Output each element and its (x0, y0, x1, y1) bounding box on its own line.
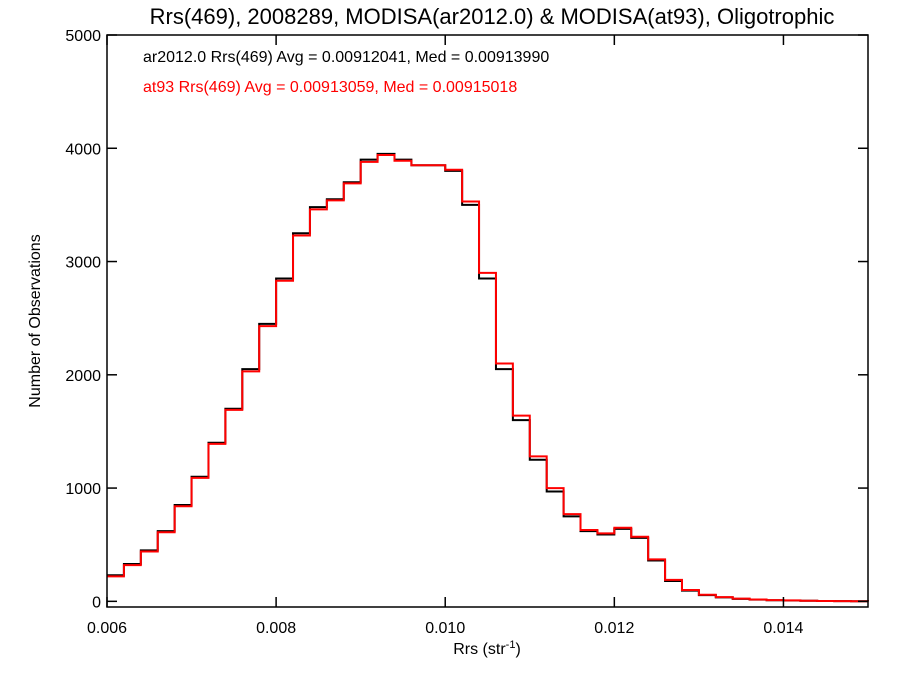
y-tick-label: 4000 (65, 141, 101, 158)
series-line-2 (107, 154, 869, 603)
y-tick-label: 1000 (65, 481, 101, 498)
y-tick-label: 3000 (65, 255, 101, 272)
x-tick-label: 0.014 (763, 620, 803, 637)
y-tick-label: 5000 (65, 28, 101, 45)
x-tick-label: 0.012 (594, 620, 634, 637)
y-tick-label: 2000 (65, 368, 101, 385)
y-axis-label: Number of Observations (27, 234, 44, 407)
x-tick-label: 0.008 (256, 620, 296, 637)
x-axis-label-sup: -1 (506, 639, 516, 651)
series-layer (107, 152, 869, 603)
axis-ticks: 0.006 0.008 0.010 0.012 0.014 0 1000 2000 3000 40… (65, 28, 868, 637)
chart-title: Rrs(469), 2008289, MODISA(ar2012.0) & MO… (150, 4, 835, 29)
annotation-ar2012: ar2012.0 Rrs(469) Avg = 0.00912041, Med … (143, 49, 549, 66)
x-tick-label: 0.006 (87, 620, 127, 637)
plot-frame (106, 34, 869, 608)
x-axis-label-main: Rrs (str (453, 641, 506, 658)
series-line-1 (107, 152, 869, 603)
y-tick-label: 0 (92, 594, 101, 611)
x-tick-label: 0.010 (425, 620, 465, 637)
x-axis-label-end: ) (515, 641, 520, 658)
x-axis-label: Rrs (str-1) (453, 639, 521, 658)
annotation-at93: at93 Rrs(469) Avg = 0.00913059, Med = 0.… (143, 79, 517, 96)
